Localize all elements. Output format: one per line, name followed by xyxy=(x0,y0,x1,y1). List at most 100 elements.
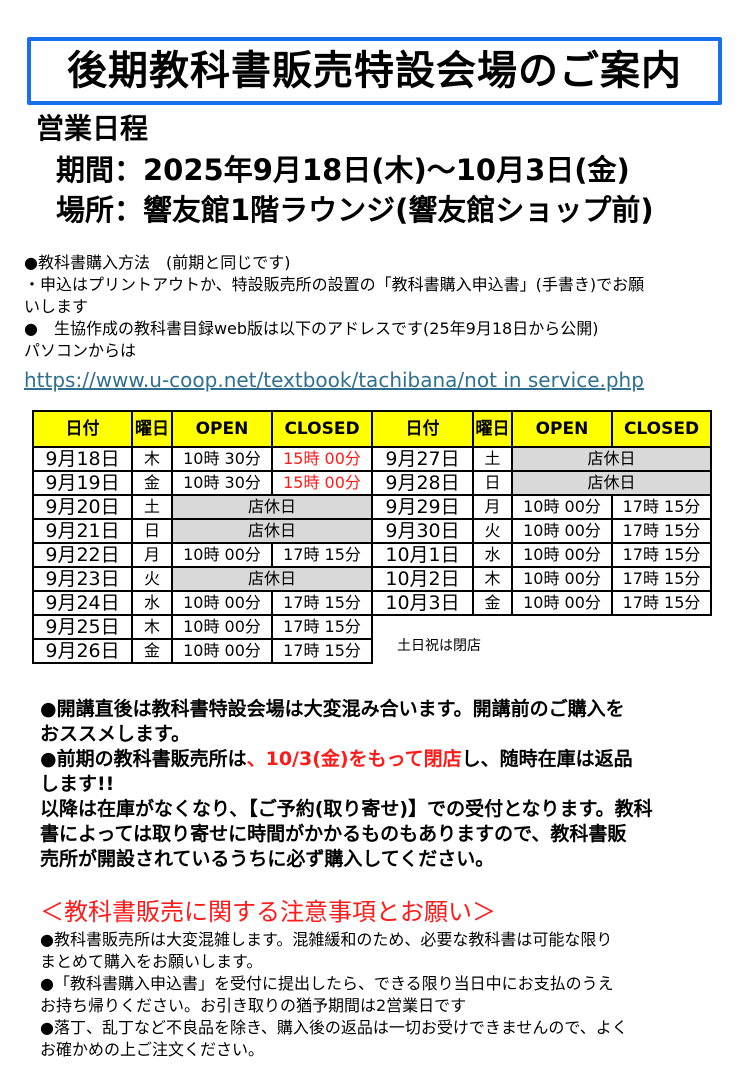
open-time-cell: 10時 00分 xyxy=(511,566,613,592)
date-cell: 10月3日 xyxy=(371,590,474,616)
holiday-cell: 店休日 xyxy=(171,494,373,520)
header-closed: CLOSED xyxy=(271,410,373,448)
notice-line: 売所が開設されているうちに必ず購入してください。 xyxy=(40,848,495,870)
header-date: 日付 xyxy=(32,410,133,448)
holiday-cell: 店休日 xyxy=(171,518,373,544)
weekday-cell: 水 xyxy=(131,590,173,616)
header-day: 曜日 xyxy=(131,410,173,448)
caution-line: ●落丁、乱丁など不良品を除き、購入後の返品は一切お受けできませんので、よく xyxy=(40,1018,628,1037)
weekday-cell: 木 xyxy=(131,446,173,472)
table-header-row: 日付 曜日 OPEN CLOSED xyxy=(371,410,712,448)
table-header-row: 日付 曜日 OPEN CLOSED xyxy=(32,410,373,448)
open-time-cell: 10時 00分 xyxy=(171,542,273,568)
header-open: OPEN xyxy=(511,410,613,448)
table-row: 9月30日火 10時 00分 17時 15分 xyxy=(371,518,712,544)
table-row: 9月18日木 10時 30分 15時 00分 xyxy=(32,446,373,472)
table-row: 9月24日水 10時 00分 17時 15分 xyxy=(32,590,373,616)
caution-line: お持ち帰りください。お引き取りの猶予期間は2営業日です xyxy=(40,996,467,1015)
info-text: ●教科書購入方法 (前期と同じです) ・申込はプリントアウトか、特設販売所の設置… xyxy=(24,252,644,362)
table-row: 9月29日月 10時 00分 17時 15分 xyxy=(371,494,712,520)
info-line: いします xyxy=(24,297,89,316)
holiday-cell: 店休日 xyxy=(171,566,373,592)
close-time-cell: 17時 15分 xyxy=(611,566,712,592)
notice-line: ●開講直後は教科書特設会場は大変混み合います。開講前のご購入を xyxy=(40,698,625,720)
catalog-url-link[interactable]: https://www.u-coop.net/textbook/tachiban… xyxy=(24,368,644,392)
cautions-list: ●教科書販売所は大変混雑します。混雑緩和のため、必要な教科書は可能な限り まとめ… xyxy=(40,929,628,1061)
info-line: パソコンからは xyxy=(24,341,137,360)
open-time-cell: 10時 00分 xyxy=(171,590,273,616)
caution-line: お確かめの上ご注文ください。 xyxy=(40,1040,265,1059)
close-time-cell: 17時 15分 xyxy=(271,590,373,616)
weekday-cell: 火 xyxy=(131,566,173,592)
weekday-cell: 土 xyxy=(472,446,513,472)
table-row: 9月23日火店休日 xyxy=(32,566,373,592)
table-row: 10月3日金 10時 00分 17時 15分 xyxy=(371,590,712,616)
date-cell: 9月28日 xyxy=(371,470,474,496)
table-row: 9月28日日店休日 xyxy=(371,470,712,496)
info-line: ・申込はプリントアウトか、特設販売所の設置の「教科書購入申込書」(手書き)でお願 xyxy=(24,275,645,294)
close-time-cell: 17時 15分 xyxy=(611,494,712,520)
weekday-cell: 金 xyxy=(472,590,513,616)
table-row: 9月22日月 10時 00分 17時 15分 xyxy=(32,542,373,568)
open-time-cell: 10時 30分 xyxy=(171,446,273,472)
weekday-cell: 日 xyxy=(472,470,513,496)
notice-text-part: し、随時在庫は返品 xyxy=(461,748,633,770)
date-cell: 10月1日 xyxy=(371,542,474,568)
date-cell: 10月2日 xyxy=(371,566,474,592)
weekday-cell: 土 xyxy=(131,494,173,520)
date-cell: 9月19日 xyxy=(32,470,133,496)
table-row: 9月26日金 10時 00分 17時 15分 xyxy=(32,638,373,664)
closing-date-highlight: 、10/3(金)をもって閉店 xyxy=(246,748,462,770)
open-time-cell: 10時 00分 xyxy=(511,518,613,544)
notice-line: します!! xyxy=(40,773,115,795)
caution-line: ●教科書販売所は大変混雑します。混雑緩和のため、必要な教科書は可能な限り xyxy=(40,930,613,949)
schedule-table-right: 日付 曜日 OPEN CLOSED 9月27日土店休日 9月28日日店休日 9月29日月 10… xyxy=(371,410,712,616)
holiday-cell: 店休日 xyxy=(511,446,712,472)
date-cell: 9月29日 xyxy=(371,494,474,520)
table-row: 9月27日土店休日 xyxy=(371,446,712,472)
weekday-cell: 木 xyxy=(472,566,513,592)
table-row: 9月21日日店休日 xyxy=(32,518,373,544)
info-line: ● 生協作成の教科書目録web版は以下のアドレスです(25年9月18日から公開) xyxy=(24,319,599,338)
notice-text-part: ●前期の教科書販売所は xyxy=(40,748,247,770)
open-time-cell: 10時 00分 xyxy=(511,494,613,520)
weekday-cell: 金 xyxy=(131,638,173,664)
table-row: 9月20日土店休日 xyxy=(32,494,373,520)
date-cell: 9月30日 xyxy=(371,518,474,544)
close-time-cell: 17時 15分 xyxy=(611,542,712,568)
schedule-place: 場所：響友館1階ラウンジ(響友館ショップ前) xyxy=(56,193,654,227)
header-date: 日付 xyxy=(371,410,474,448)
weekday-cell: 火 xyxy=(472,518,513,544)
close-time-cell: 17時 15分 xyxy=(271,542,373,568)
weekday-cell: 月 xyxy=(472,494,513,520)
open-time-cell: 10時 00分 xyxy=(511,542,613,568)
caution-line: まとめて購入をお願いします。 xyxy=(40,952,263,971)
notice-line: 書によっては取り寄せに時間がかかるものもありますので、教科書販 xyxy=(40,823,627,845)
schedule-table-left: 日付 曜日 OPEN CLOSED 9月18日木 10時 30分 15時 00分 9月19日金… xyxy=(32,410,373,664)
header-open: OPEN xyxy=(171,410,273,448)
table-row: 9月19日金 10時 30分 15時 00分 xyxy=(32,470,373,496)
table-row: 10月2日木 10時 00分 17時 15分 xyxy=(371,566,712,592)
weekday-cell: 日 xyxy=(131,518,173,544)
date-cell: 9月25日 xyxy=(32,614,133,640)
date-cell: 9月20日 xyxy=(32,494,133,520)
header-day: 曜日 xyxy=(472,410,513,448)
date-cell: 9月18日 xyxy=(32,446,133,472)
close-time-cell: 17時 15分 xyxy=(271,614,373,640)
open-time-cell: 10時 00分 xyxy=(511,590,613,616)
close-time-cell: 15時 00分 xyxy=(271,470,373,496)
date-cell: 9月24日 xyxy=(32,590,133,616)
date-cell: 9月22日 xyxy=(32,542,133,568)
header-closed: CLOSED xyxy=(611,410,712,448)
table-row: 10月1日水 10時 00分 17時 15分 xyxy=(371,542,712,568)
date-cell: 9月26日 xyxy=(32,638,133,664)
date-cell: 9月23日 xyxy=(32,566,133,592)
schedule-period: 期間：2025年9月18日(木)～10月3日(金) xyxy=(56,153,630,187)
page-title: 後期教科書販売特設会場のご案内 xyxy=(67,48,682,94)
holiday-cell: 店休日 xyxy=(511,470,712,496)
notice-text: ●開講直後は教科書特設会場は大変混み合います。開講前のご購入を おススメします。… xyxy=(40,697,653,872)
close-time-cell: 15時 00分 xyxy=(271,446,373,472)
open-time-cell: 10時 30分 xyxy=(171,470,273,496)
close-time-cell: 17時 15分 xyxy=(271,638,373,664)
open-time-cell: 10時 00分 xyxy=(171,614,273,640)
